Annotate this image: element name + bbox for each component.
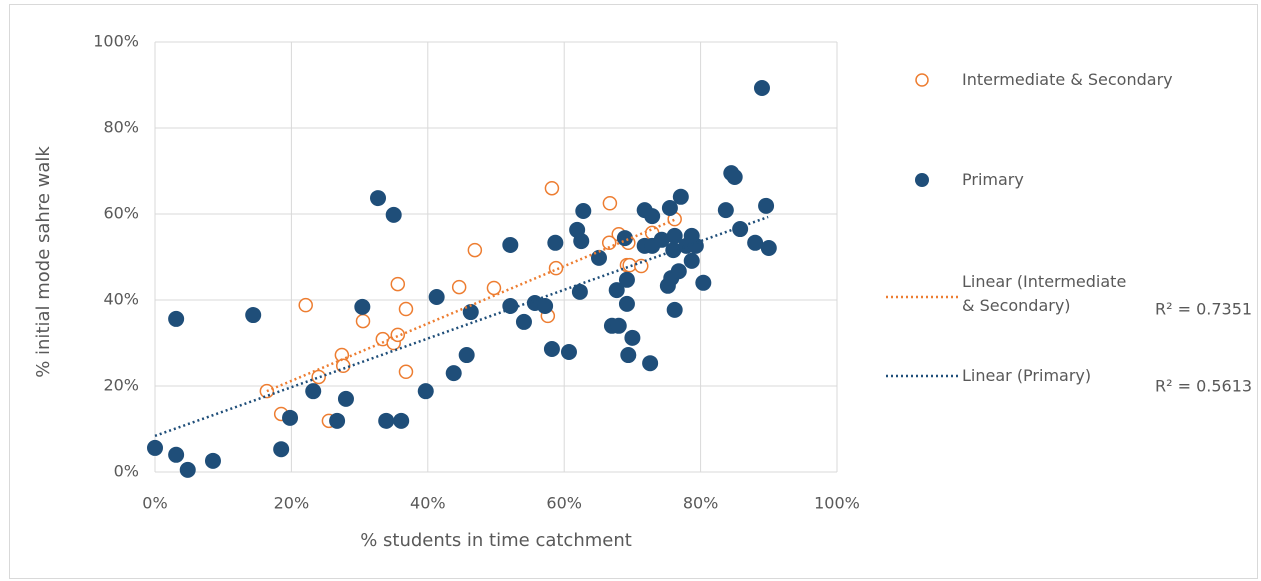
point — [624, 329, 641, 346]
y-tick-label: 0% — [114, 462, 139, 481]
point — [298, 297, 313, 313]
point — [610, 317, 627, 334]
point — [370, 190, 387, 207]
point — [168, 310, 185, 327]
point — [661, 199, 678, 216]
trendline — [266, 218, 677, 393]
x-tick-label: 60% — [546, 494, 582, 513]
point — [502, 298, 519, 315]
legend-label: Linear (Intermediate & Secondary) — [962, 272, 1127, 315]
point — [602, 196, 618, 211]
point — [666, 227, 683, 244]
point — [601, 235, 617, 251]
point — [670, 263, 687, 280]
r-squared: R² = 0.5613 — [1155, 377, 1252, 396]
point — [608, 282, 625, 299]
point — [634, 258, 649, 274]
point — [390, 327, 406, 343]
point — [642, 355, 659, 372]
point — [398, 301, 414, 317]
point — [458, 347, 475, 364]
point — [560, 344, 577, 361]
y-tick-label: 80% — [103, 118, 139, 137]
point — [147, 439, 163, 456]
point — [428, 288, 445, 305]
point — [515, 313, 532, 330]
point — [653, 231, 670, 248]
point — [672, 188, 689, 205]
x-tick-label: 40% — [410, 494, 446, 513]
x-tick-label: 100% — [814, 494, 860, 513]
point — [543, 341, 560, 358]
point — [687, 237, 704, 254]
point — [273, 441, 290, 458]
point — [537, 298, 554, 315]
point — [385, 206, 402, 223]
y-axis-title: % initial mode sahre walk — [33, 146, 54, 378]
y-tick-label: 100% — [93, 32, 139, 51]
point — [451, 279, 467, 295]
point — [620, 347, 637, 364]
point — [726, 169, 743, 186]
point — [337, 390, 354, 407]
point — [282, 409, 299, 426]
point — [390, 276, 406, 292]
point — [695, 274, 712, 291]
x-tick-label: 0% — [142, 494, 167, 513]
x-axis-title: % students in time catchment — [360, 530, 632, 551]
y-tick-label: 40% — [103, 290, 139, 309]
legend-marker — [915, 73, 929, 87]
point — [548, 260, 564, 276]
point — [445, 365, 462, 382]
chart-frame — [9, 4, 1258, 579]
point — [618, 271, 635, 288]
point — [378, 412, 395, 429]
point — [393, 412, 410, 429]
point — [747, 234, 764, 251]
point — [417, 383, 434, 400]
point — [760, 239, 777, 256]
legend-label: Primary — [962, 170, 1024, 189]
point — [683, 252, 700, 269]
point — [573, 233, 590, 250]
point — [758, 197, 775, 214]
trendline — [154, 215, 769, 438]
point — [544, 180, 560, 196]
point — [571, 283, 588, 300]
point — [547, 234, 564, 251]
point — [717, 202, 734, 219]
x-tick-label: 20% — [274, 494, 310, 513]
point — [329, 412, 346, 429]
point — [502, 236, 519, 253]
point — [179, 461, 196, 478]
legend-marker — [915, 173, 929, 187]
point — [245, 307, 262, 324]
legend-label: Intermediate & Secondary — [962, 70, 1173, 89]
point — [305, 383, 322, 400]
point — [575, 202, 592, 219]
y-tick-label: 20% — [103, 376, 139, 395]
point — [168, 446, 185, 463]
x-tick-label: 80% — [683, 494, 719, 513]
y-tick-label: 60% — [103, 204, 139, 223]
point — [467, 242, 483, 258]
r-squared: R² = 0.7351 — [1155, 300, 1252, 319]
point — [644, 208, 661, 225]
legend-label: Linear (Primary) — [962, 366, 1092, 385]
point — [616, 230, 633, 247]
point — [666, 301, 683, 318]
point — [354, 298, 371, 315]
point — [753, 80, 770, 97]
point — [204, 452, 221, 469]
point — [618, 295, 635, 312]
point — [355, 313, 371, 329]
point — [398, 364, 414, 380]
